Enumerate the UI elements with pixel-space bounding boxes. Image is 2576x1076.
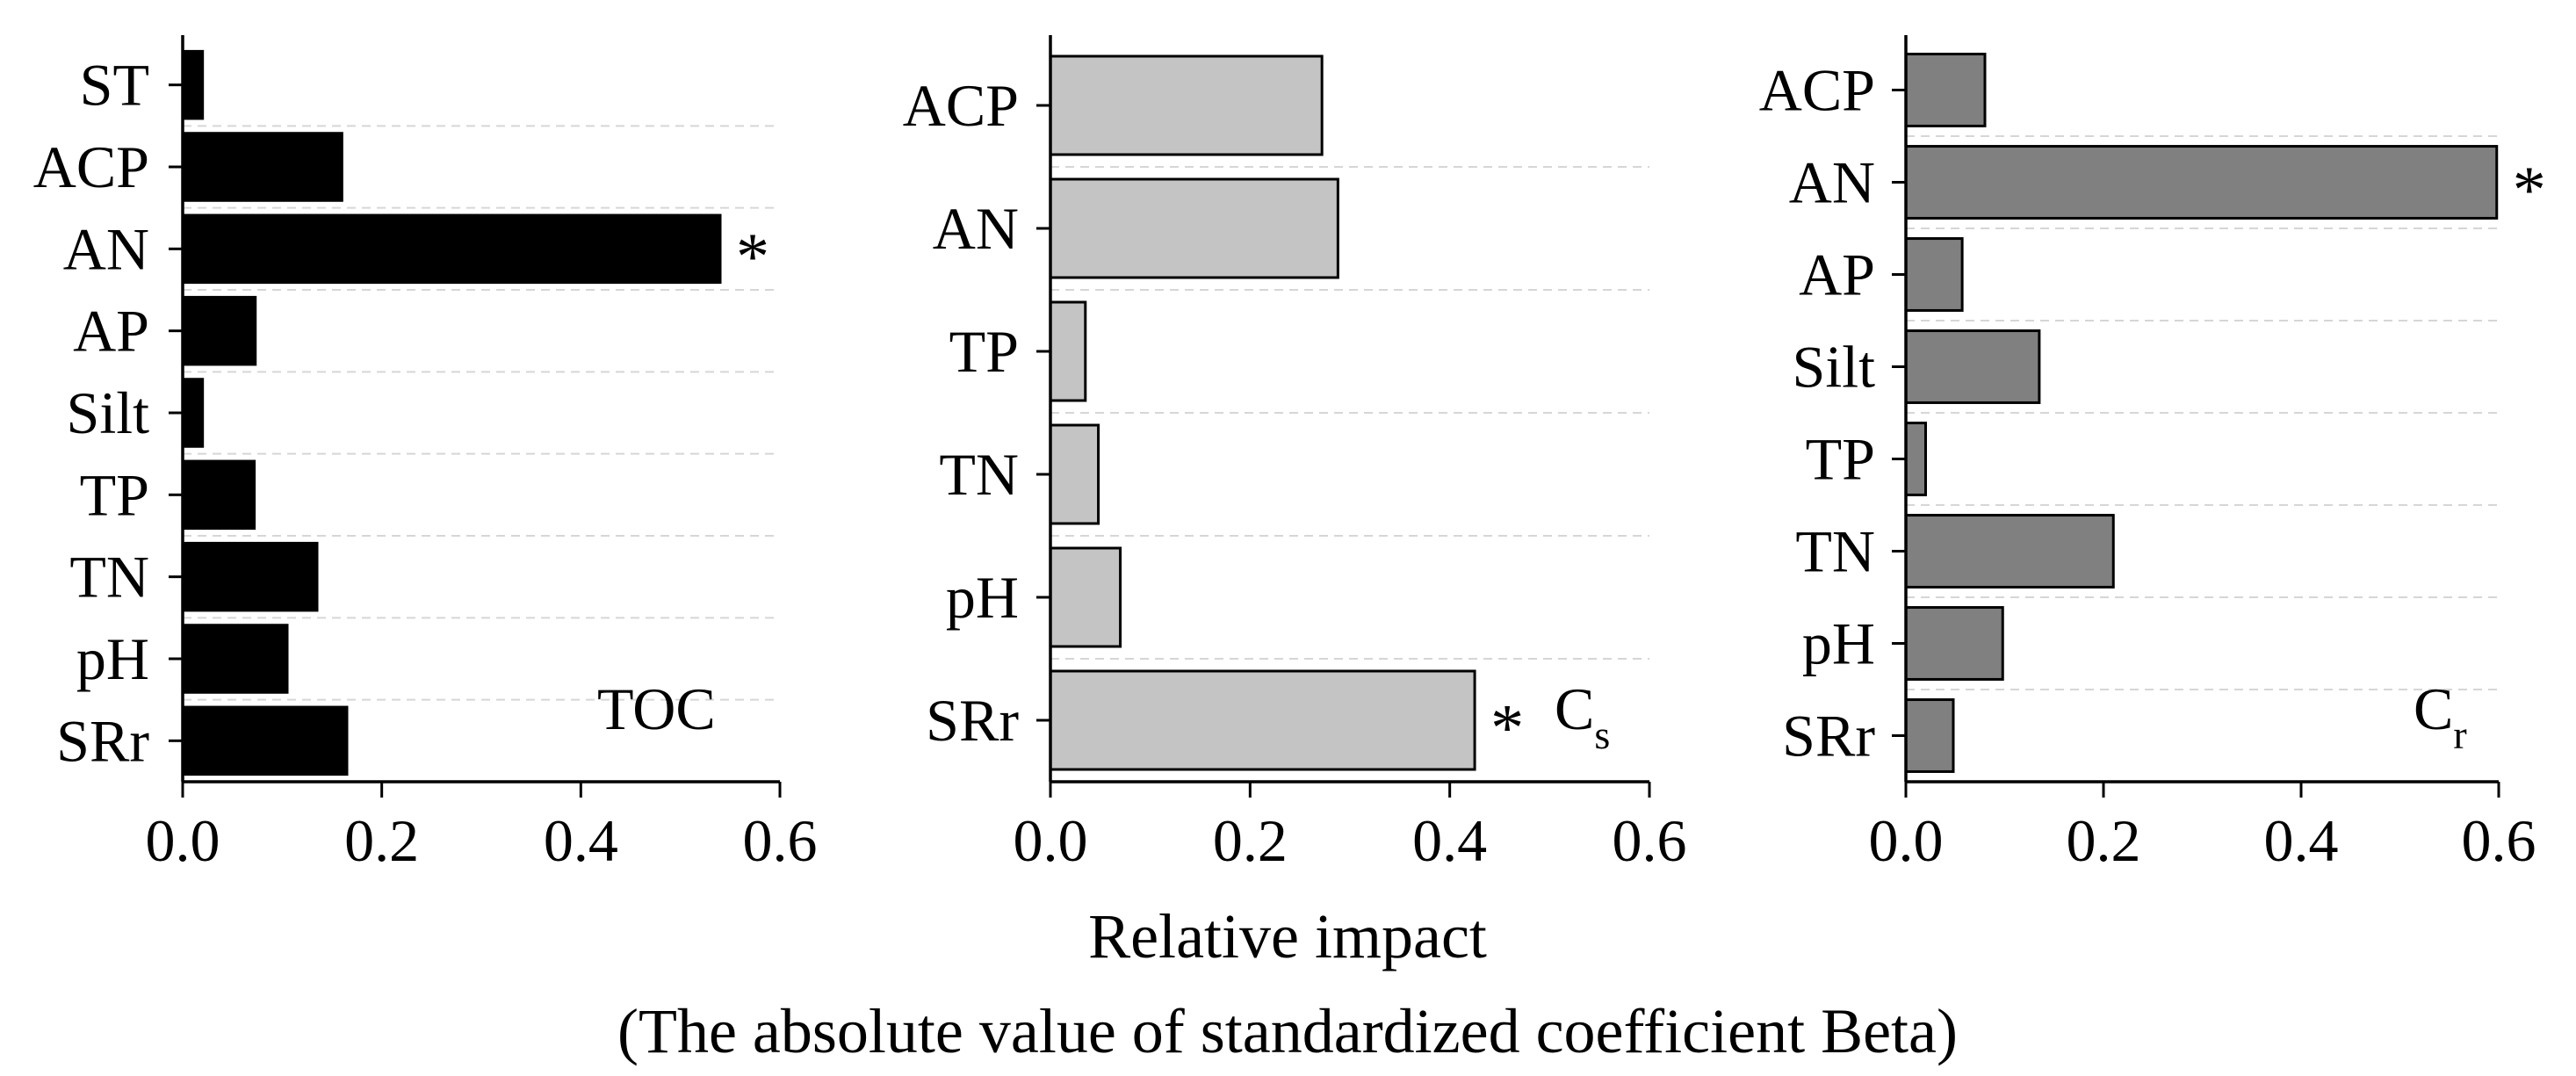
category-label: AN bbox=[1789, 149, 1875, 216]
panel-label-main: C bbox=[1555, 675, 1594, 742]
panel-label: Cr bbox=[2414, 675, 2467, 757]
bar-ph bbox=[1049, 546, 1122, 648]
x-tick-label: 0.6 bbox=[2462, 807, 2536, 874]
bar-silt bbox=[1904, 329, 2041, 404]
x-tick-label: 0.6 bbox=[743, 807, 818, 874]
x-tick-label: 0.2 bbox=[1213, 807, 1288, 874]
bar-srr bbox=[181, 705, 349, 776]
bar-srr bbox=[1049, 669, 1476, 771]
x-tick-label: 0.6 bbox=[1613, 807, 1687, 874]
category-label: TP bbox=[1806, 426, 1875, 493]
category-label: ACP bbox=[33, 134, 149, 200]
bar-tn bbox=[181, 541, 319, 612]
category-label: TP bbox=[80, 461, 149, 528]
x-tick-label: 0.4 bbox=[1412, 807, 1487, 874]
panel-label: Cs bbox=[1555, 675, 1610, 757]
category-label: TN bbox=[69, 544, 149, 610]
bar-silt bbox=[181, 378, 205, 448]
category-label: SRr bbox=[1782, 703, 1875, 769]
x-tick-label: 0.2 bbox=[2067, 807, 2141, 874]
category-label: pH bbox=[946, 564, 1019, 631]
category-label: TN bbox=[1795, 518, 1875, 585]
significance-star: * bbox=[1490, 691, 1524, 765]
panel-label: TOC bbox=[597, 675, 716, 742]
category-label: AN bbox=[63, 215, 149, 282]
category-label: ACP bbox=[903, 72, 1019, 139]
x-axis-subtitle: (The absolute value of standardized coef… bbox=[617, 996, 1958, 1066]
x-tick-label: 0.0 bbox=[1869, 807, 1944, 874]
panel-label-main: C bbox=[2414, 675, 2453, 742]
bar-an bbox=[181, 213, 722, 285]
category-label: ACP bbox=[1759, 57, 1875, 124]
bar-acp bbox=[1049, 54, 1324, 156]
x-tick-label: 0.0 bbox=[1014, 807, 1088, 874]
bar-acp bbox=[1904, 53, 1987, 127]
x-tick-label: 0.2 bbox=[344, 807, 419, 874]
category-label: Silt bbox=[67, 379, 150, 446]
category-label: AP bbox=[1799, 242, 1875, 308]
category-label: SRr bbox=[56, 707, 149, 774]
category-label: AP bbox=[73, 298, 149, 365]
category-label: TN bbox=[939, 441, 1019, 508]
category-label: ST bbox=[80, 52, 149, 119]
bar-st bbox=[181, 49, 205, 120]
category-label: pH bbox=[76, 625, 149, 692]
category-label: TP bbox=[949, 318, 1019, 385]
bar-tn bbox=[1904, 514, 2115, 589]
x-tick-label: 0.4 bbox=[544, 807, 618, 874]
bar-ph bbox=[181, 624, 289, 694]
x-tick-label: 0.0 bbox=[146, 807, 220, 874]
bar-ap bbox=[1904, 237, 1964, 312]
bar-ph bbox=[1904, 606, 2004, 681]
bar-tn bbox=[1049, 423, 1100, 525]
bar-srr bbox=[1904, 698, 1955, 773]
x-axis-title: Relative impact bbox=[1088, 901, 1487, 971]
bar-acp bbox=[181, 132, 343, 202]
panel-label-subscript: s bbox=[1594, 712, 1610, 757]
category-label: pH bbox=[1802, 610, 1875, 677]
significance-star: * bbox=[2513, 154, 2546, 227]
panel-label-main: TOC bbox=[597, 675, 716, 742]
bar-tp bbox=[1904, 422, 1927, 496]
panel-toc: ST ACP AN * AP Silt TP TN pH SRr 0.0 0.2 0.4 0.6 TOC bbox=[33, 35, 818, 874]
bar-ap bbox=[181, 295, 257, 366]
bar-an bbox=[1904, 145, 2499, 220]
category-label: SRr bbox=[926, 687, 1019, 754]
panel-label-subscript: r bbox=[2453, 712, 2466, 757]
bar-tp bbox=[181, 459, 256, 531]
bar-an bbox=[1049, 177, 1339, 279]
x-tick-label: 0.4 bbox=[2264, 807, 2339, 874]
bar-tp bbox=[1049, 300, 1087, 402]
category-label: AN bbox=[933, 195, 1019, 262]
category-label: Silt bbox=[1793, 334, 1876, 401]
significance-star: * bbox=[736, 220, 769, 293]
